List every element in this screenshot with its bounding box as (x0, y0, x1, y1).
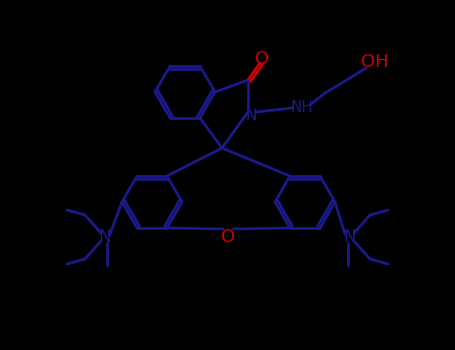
Text: O: O (221, 228, 235, 246)
Text: N: N (245, 107, 257, 122)
Text: N: N (99, 228, 111, 246)
Text: O: O (255, 50, 269, 68)
Text: NH: NH (291, 100, 313, 116)
Text: OH: OH (361, 53, 389, 71)
Text: N: N (344, 228, 356, 246)
